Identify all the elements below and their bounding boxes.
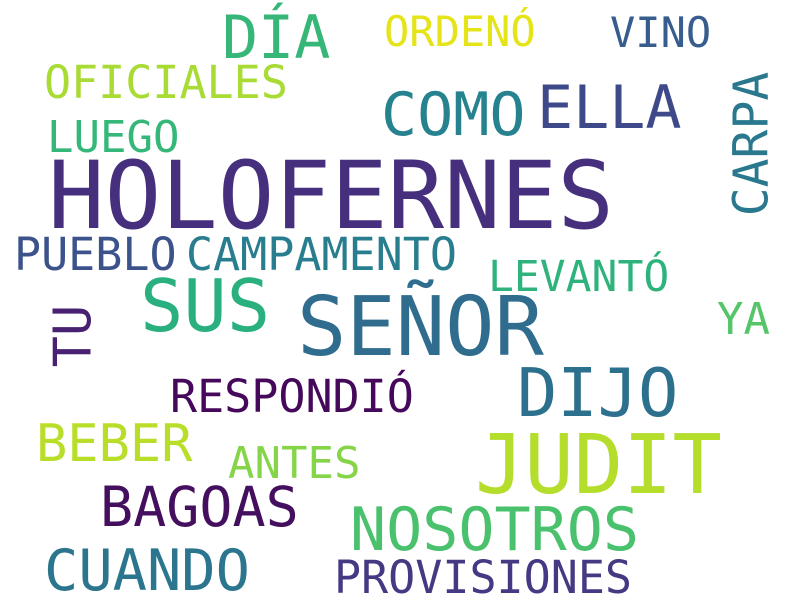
word-respondio: RESPONDIÓ [170,370,414,423]
word-pueblo: PUEBLO [14,228,177,281]
word-holofernes: HOLOFERNES [48,142,614,251]
word-levanto: LEVANTÓ [488,252,670,302]
word-senor: SEÑOR [297,280,544,375]
word-beber: BEBER [36,414,193,474]
word-sus: SUS [140,264,271,348]
word-ya: YA [717,294,770,345]
word-oficiales: OFICIALES [44,56,288,109]
word-vino: VINO [610,8,712,57]
word-tu: TU [43,304,104,368]
word-carpa: CARPA [723,71,780,217]
word-luego: LUEGO [47,112,180,163]
word-bagoas: BAGOAS [100,475,299,539]
word-dijo: DIJO [517,354,679,432]
word-judit: JUDIT [475,418,722,513]
word-ordeno: ORDENÓ [384,7,536,56]
word-nosotros: NOSOTROS [350,495,639,565]
word-campamento: CAMPAMENTO [186,228,457,281]
word-antes: ANTES [228,438,361,489]
word-cuando: CUANDO [44,538,250,600]
word-dia: DÍA [222,3,331,73]
word-provisiones: PROVISIONES [334,551,633,600]
word-ella: ELLA [537,73,682,143]
word-como: COMO [381,80,526,150]
